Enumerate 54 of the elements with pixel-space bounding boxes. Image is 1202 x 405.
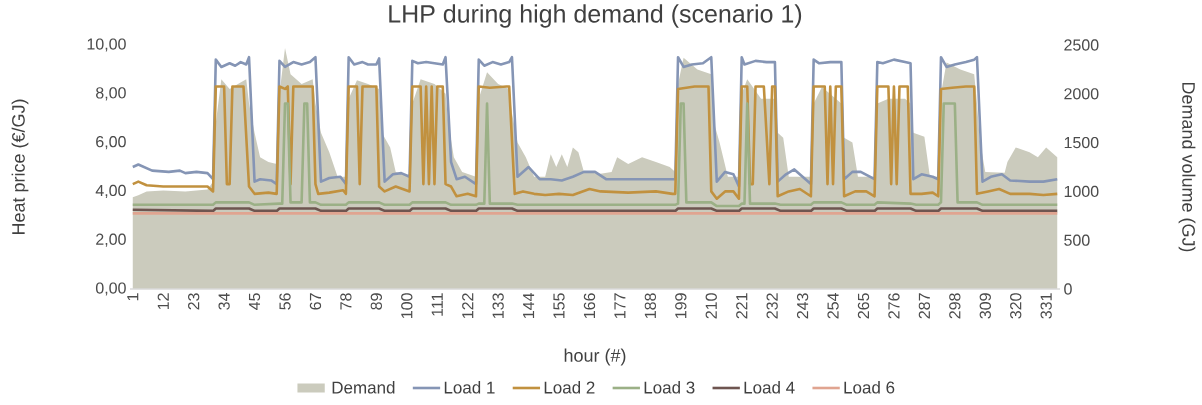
- x-tick-label: 12: [157, 293, 169, 310]
- x-tick-label: 265: [857, 293, 870, 319]
- legend-label: Load 6: [844, 381, 895, 394]
- x-tick-label: 232: [766, 293, 778, 319]
- y-tick-label: 2,00: [96, 233, 126, 247]
- legend-label: Load 2: [544, 381, 595, 394]
- y-tick-label: 6,00: [96, 136, 126, 150]
- legend-label: Demand: [332, 381, 395, 394]
- x-tick-label: 155: [553, 293, 565, 319]
- x-tick-label: 221: [736, 293, 748, 319]
- x-tick-label: 45: [248, 293, 261, 310]
- y2-tick-label: 1500: [1064, 136, 1099, 149]
- x-tick-label: 276: [888, 293, 900, 319]
- y2-axis-title: Demand volume (GJ): [1178, 82, 1196, 252]
- x-tick-label: 199: [675, 293, 687, 319]
- x-tick-label: 177: [614, 293, 626, 319]
- x-tick-label: 188: [644, 293, 657, 319]
- x-tick-label: 320: [1010, 293, 1022, 319]
- x-tick-label: 34: [218, 293, 230, 310]
- y2-tick-label: 500: [1064, 234, 1090, 246]
- y2-tick-label: 0: [1064, 283, 1072, 295]
- x-tick-label: 166: [583, 293, 596, 319]
- x-tick-label: 89: [370, 293, 383, 310]
- x-tick-label: 298: [949, 293, 961, 319]
- x-tick-label: 67: [309, 293, 322, 310]
- y-axis-title: Heat price (€/GJ): [11, 99, 29, 235]
- x-tick-label: 309: [979, 293, 991, 319]
- x-tick-label: 210: [705, 293, 717, 319]
- line-series: [131, 102, 1059, 208]
- y-tick-label: 4,00: [95, 184, 126, 198]
- chart-title: LHP during high demand (scenario 1): [389, 4, 802, 28]
- x-tick-label: 111: [431, 293, 443, 316]
- x-tick-label: 78: [340, 293, 352, 310]
- legend-label: Load 3: [644, 381, 695, 394]
- x-tick-label: 254: [827, 293, 839, 319]
- y-tick-label: 10,00: [87, 38, 126, 52]
- y2-tick-label: 1000: [1064, 185, 1099, 198]
- y-tick-label: 0,00: [95, 282, 126, 296]
- x-tick-label: 287: [918, 293, 931, 319]
- x-tick-label: 144: [523, 293, 535, 319]
- x-axis-title: hour (#): [564, 348, 626, 366]
- x-tick-label: 331: [1040, 293, 1052, 319]
- y-tick-label: 8,00: [96, 87, 126, 101]
- x-tick-label: 122: [462, 293, 474, 319]
- y2-tick-label: 2000: [1064, 88, 1099, 100]
- x-tick-label: 23: [188, 293, 200, 310]
- x-tick-label: 56: [279, 293, 291, 310]
- legend-label: Load 4: [744, 381, 795, 394]
- x-tick-label: 100: [401, 293, 413, 319]
- legend-label: Load 1: [444, 381, 495, 394]
- y2-tick-label: 2500: [1064, 39, 1099, 51]
- x-tick-label: 243: [796, 293, 809, 319]
- x-tick-label: 133: [492, 293, 504, 319]
- x-tick-label: 1: [127, 293, 139, 301]
